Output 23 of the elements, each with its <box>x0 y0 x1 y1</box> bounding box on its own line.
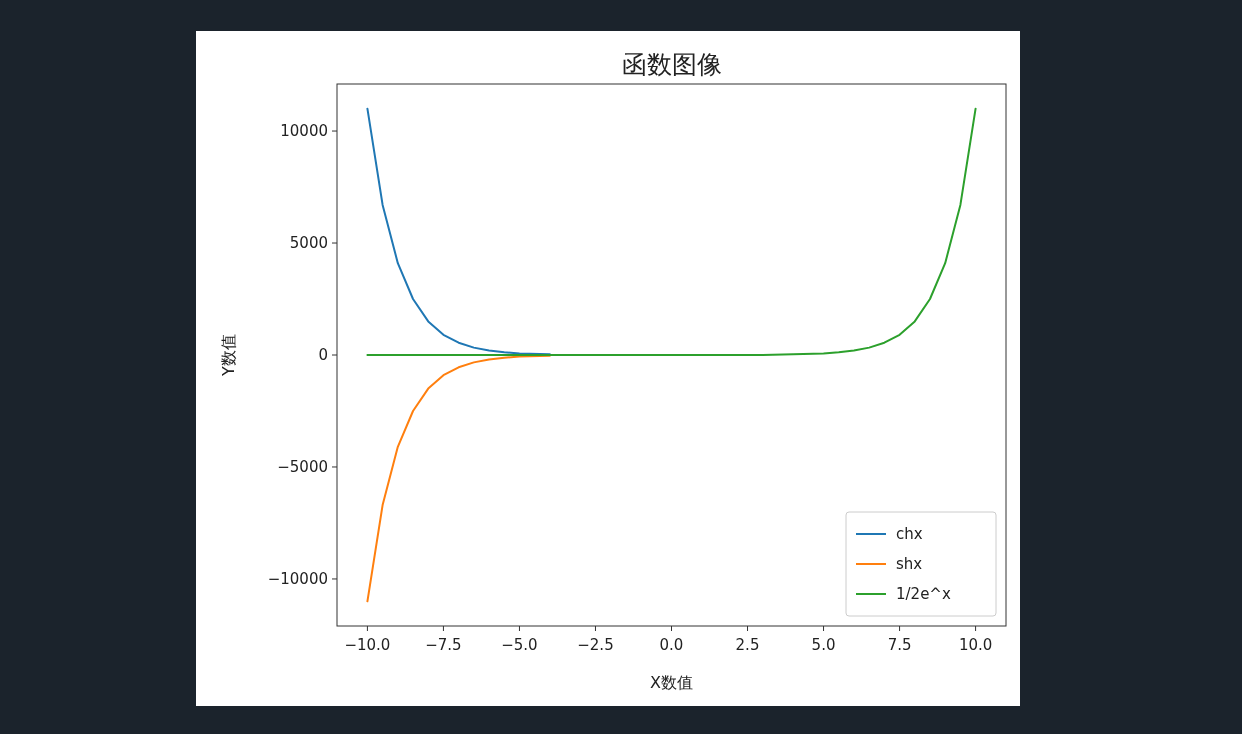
line-series <box>366 107 551 356</box>
x-tick-label: −7.5 <box>425 636 462 654</box>
line-series <box>366 354 551 603</box>
y-axis-title: Y数值 <box>219 334 238 377</box>
x-tick-label: −10.0 <box>344 636 391 654</box>
x-tick-label: 7.5 <box>887 636 912 654</box>
x-tick-label: −2.5 <box>577 636 614 654</box>
y-tick-label: −5000 <box>277 457 328 476</box>
y-tick-label: −10000 <box>267 569 328 588</box>
x-tick-label: −5.0 <box>501 636 538 654</box>
x-axis-title: X数值 <box>650 673 693 692</box>
y-tick-label: 5000 <box>289 234 328 253</box>
legend-label: 1/2e^x <box>896 585 951 603</box>
y-tick-label: 10000 <box>280 122 328 141</box>
x-tick-label: 0.0 <box>659 636 684 654</box>
x-tick-label: 2.5 <box>735 636 760 654</box>
x-tick-label: 5.0 <box>811 636 836 654</box>
legend-label: chx <box>896 525 923 543</box>
chart-title: 函数图像 <box>621 50 722 79</box>
x-tick-label: 10.0 <box>958 636 993 654</box>
line-series <box>366 107 977 356</box>
y-tick-label: 0 <box>318 346 328 364</box>
legend-label: shx <box>896 555 923 573</box>
